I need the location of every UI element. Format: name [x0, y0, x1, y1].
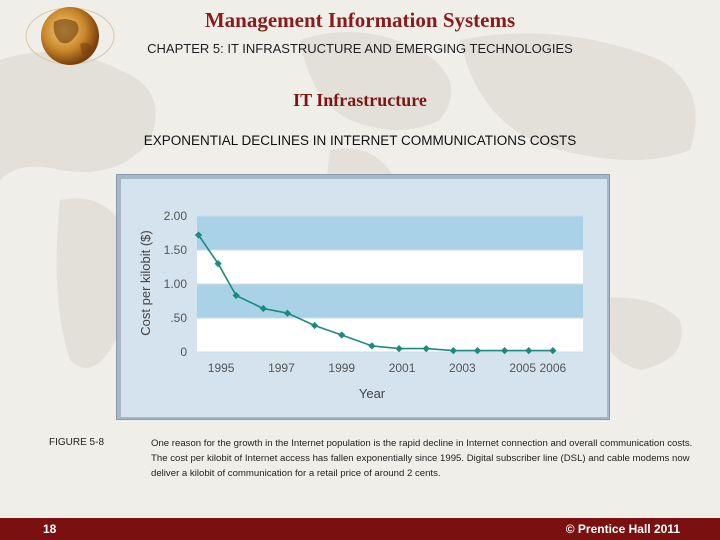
y-tick-label: 1.00	[164, 277, 188, 291]
figure-label: FIGURE 5-8	[49, 437, 105, 448]
x-tick-label: 2005	[509, 361, 536, 375]
figure-title: EXPONENTIAL DECLINES IN INTERNET COMMUNI…	[143, 133, 577, 148]
plot-band	[197, 216, 583, 250]
y-tick-label: 0	[180, 345, 187, 359]
y-tick-label: .50	[170, 311, 187, 325]
plot-bands	[197, 215, 583, 353]
x-tick-label: 2001	[389, 361, 416, 375]
chapter-subtitle: CHAPTER 5: IT INFRASTRUCTURE AND EMERGIN…	[147, 41, 573, 56]
page-number: 18	[43, 522, 57, 536]
copyright-text: © Prentice Hall 2011	[565, 522, 680, 536]
data-point	[259, 304, 267, 313]
plot-band	[197, 284, 583, 318]
x-tick-label: 2006	[539, 361, 566, 375]
x-axis: 1995 1997 1999 2001 2003 2005 2006	[208, 361, 567, 375]
figure-caption: One reason for the growth in the Interne…	[151, 438, 693, 479]
x-tick-label: 1995	[208, 361, 235, 375]
chart-frame: 1995 1997 1999 2001 2003 2005 2006 0 .50 1.00 1.5…	[116, 174, 610, 420]
data-point	[311, 321, 319, 330]
plot-band	[197, 250, 583, 284]
data-point	[283, 309, 292, 317]
x-tick-label: 2003	[449, 361, 476, 375]
footer-bar: 18 © Prentice Hall 2011	[0, 518, 720, 540]
data-point	[368, 342, 376, 350]
x-axis-title: Year	[359, 386, 386, 401]
header-title: Management Information Systems	[204, 8, 516, 32]
y-axis: 0 .50 1.00 1.50 2.00	[164, 209, 188, 359]
y-tick-label: 1.50	[164, 243, 188, 257]
data-point	[194, 231, 203, 239]
x-tick-label: 1997	[268, 361, 295, 375]
data-point	[232, 291, 240, 300]
y-axis-title: Cost per kilobit ($)	[138, 230, 153, 335]
section-title: IT Infrastructure	[293, 90, 427, 110]
y-tick-label: 2.00	[164, 209, 188, 223]
line-chart: 1995 1997 1999 2001 2003 2005 2006 0 .50 1.00 1.5…	[121, 179, 607, 417]
data-point	[338, 331, 346, 339]
x-tick-label: 1999	[328, 361, 355, 375]
plot-band	[197, 318, 583, 352]
globe-logo	[25, 7, 115, 65]
